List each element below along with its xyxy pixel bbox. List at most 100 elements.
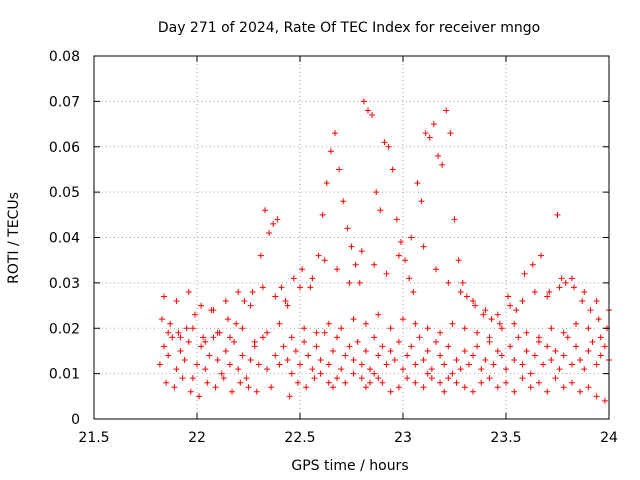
data-point — [445, 279, 452, 286]
data-point — [494, 311, 501, 318]
data-point — [519, 375, 526, 382]
data-point — [556, 284, 563, 291]
data-point — [581, 366, 588, 373]
data-point — [255, 361, 262, 368]
data-point — [156, 361, 163, 368]
data-point — [503, 366, 509, 373]
data-point — [585, 325, 592, 332]
data-point — [428, 375, 435, 382]
data-point — [494, 384, 501, 391]
data-point — [593, 298, 600, 305]
data-point — [402, 257, 409, 264]
data-point — [560, 352, 567, 359]
data-point — [235, 366, 242, 373]
data-point — [562, 279, 569, 286]
data-point — [519, 298, 526, 305]
data-point — [531, 288, 538, 295]
data-point — [334, 334, 341, 341]
y-tick-label: 0.04 — [49, 231, 80, 247]
data-point — [447, 130, 454, 137]
y-axis-label: ROTI / TECUs — [6, 192, 22, 284]
data-point — [243, 375, 250, 382]
data-point — [181, 357, 188, 364]
data-point — [585, 347, 592, 354]
data-point — [511, 388, 518, 395]
data-point — [457, 288, 464, 295]
data-point — [391, 357, 398, 364]
data-point — [579, 298, 586, 305]
data-point — [597, 352, 604, 359]
data-point — [527, 384, 534, 391]
data-point — [486, 375, 493, 382]
data-point — [358, 248, 365, 255]
x-tick-label: 21.5 — [78, 430, 109, 446]
data-point — [375, 352, 382, 359]
data-point — [299, 266, 306, 273]
data-point — [342, 352, 349, 359]
data-point — [461, 384, 468, 391]
data-point — [544, 343, 551, 350]
data-point — [404, 375, 411, 382]
data-point — [177, 347, 184, 354]
data-point — [552, 375, 559, 382]
x-tick-label: 23.5 — [490, 430, 521, 446]
data-point — [194, 361, 200, 368]
data-point — [259, 284, 266, 291]
data-point — [597, 334, 604, 341]
data-point — [375, 311, 382, 318]
y-tick-label: 0.01 — [49, 367, 80, 383]
data-point — [177, 334, 184, 341]
data-point — [461, 325, 468, 332]
data-point — [249, 288, 256, 295]
data-point — [395, 338, 402, 345]
data-point — [247, 302, 254, 309]
data-point — [268, 384, 275, 391]
data-point — [362, 320, 369, 327]
data-point — [367, 366, 374, 373]
data-point — [420, 243, 427, 250]
data-point — [313, 343, 320, 350]
data-point — [297, 361, 303, 368]
data-point — [224, 316, 231, 323]
data-point — [589, 338, 596, 345]
data-point — [360, 98, 367, 105]
data-point — [165, 329, 172, 336]
data-point — [474, 343, 481, 350]
data-point — [288, 334, 295, 341]
data-point — [395, 252, 402, 259]
data-point — [548, 325, 555, 332]
data-point — [587, 307, 594, 314]
data-point — [231, 338, 238, 345]
data-point — [334, 266, 341, 273]
data-point — [570, 284, 577, 291]
data-point — [264, 366, 271, 373]
data-point — [362, 384, 369, 391]
data-point — [449, 370, 456, 377]
data-point — [451, 216, 458, 223]
data-point — [175, 329, 182, 336]
data-point — [418, 198, 425, 205]
data-point — [389, 166, 396, 173]
y-tick-label: 0 — [71, 412, 80, 428]
data-point — [511, 357, 518, 364]
data-point — [445, 343, 452, 350]
data-point — [535, 334, 542, 341]
data-point — [420, 357, 427, 364]
data-point — [556, 366, 563, 373]
data-point — [535, 379, 542, 386]
data-point — [552, 347, 559, 354]
data-point — [486, 334, 493, 341]
data-point — [445, 375, 452, 382]
data-point — [325, 361, 332, 368]
data-point — [412, 320, 419, 327]
data-point — [282, 298, 289, 305]
data-point — [478, 366, 485, 373]
data-point — [593, 361, 600, 368]
data-point — [286, 393, 293, 400]
data-point — [461, 347, 468, 354]
data-point — [332, 130, 339, 137]
data-point — [432, 266, 439, 273]
data-point — [253, 388, 260, 395]
data-point — [214, 329, 221, 336]
